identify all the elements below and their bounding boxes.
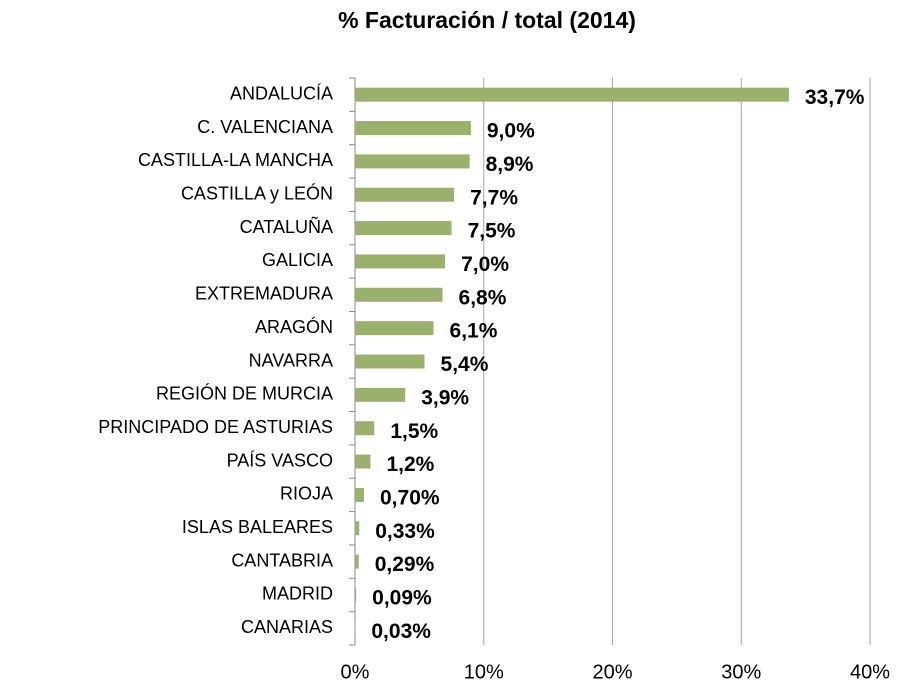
value-label: 1,5% <box>390 420 438 443</box>
value-label: 6,1% <box>450 320 498 343</box>
value-label: 3,9% <box>421 386 469 409</box>
bar <box>355 521 360 536</box>
value-label: 0,29% <box>375 553 435 576</box>
y-tick-label: GALICIA <box>262 250 333 270</box>
x-tick-label: 10% <box>464 661 504 683</box>
y-tick-label: C. VALENCIANA <box>197 117 333 137</box>
y-tick-label: REGIÓN DE MURCIA <box>156 383 333 404</box>
y-tick-label: CASTILLA-LA MANCHA <box>138 150 333 170</box>
x-tick-label: 30% <box>721 661 761 683</box>
y-tick-label: CATALUÑA <box>240 216 333 237</box>
x-tick-label: 40% <box>850 661 890 683</box>
bar <box>355 321 434 336</box>
bar <box>355 587 357 602</box>
bar <box>355 421 375 436</box>
y-tick-label: ISLAS BALEARES <box>182 517 333 537</box>
bar <box>355 121 471 136</box>
x-tick-label: 0% <box>341 661 370 683</box>
value-label: 7,7% <box>470 186 518 209</box>
bar <box>355 487 365 502</box>
y-tick-label: CANTABRIA <box>231 550 333 570</box>
value-label: 5,4% <box>441 353 489 376</box>
y-tick-label: CASTILLA y LEÓN <box>181 182 333 203</box>
bar <box>355 354 425 369</box>
value-label: 33,7% <box>805 86 865 109</box>
x-tick-label: 20% <box>592 661 632 683</box>
y-tick-label: NAVARRA <box>249 350 333 370</box>
bar <box>355 87 789 102</box>
y-tick-label: PRINCIPADO DE ASTURIAS <box>98 417 333 437</box>
bar <box>355 221 452 236</box>
value-label: 0,70% <box>380 486 440 509</box>
bar <box>355 554 359 569</box>
bar <box>355 287 443 302</box>
bar <box>355 154 470 169</box>
bar <box>355 254 446 269</box>
y-tick-label: CANARIAS <box>241 617 333 637</box>
value-label: 0,33% <box>375 520 435 543</box>
value-label: 0,09% <box>372 587 432 610</box>
value-label: 0,03% <box>371 620 431 643</box>
bar <box>355 387 406 402</box>
value-label: 7,5% <box>468 220 516 243</box>
y-tick-label: ARAGÓN <box>255 316 333 337</box>
value-label: 1,2% <box>386 453 434 476</box>
value-label: 8,9% <box>486 153 534 176</box>
value-label: 9,0% <box>487 120 535 143</box>
value-label: 7,0% <box>461 253 509 276</box>
y-tick-label: RIOJA <box>280 484 333 504</box>
y-tick-label: EXTREMADURA <box>195 284 333 304</box>
y-tick-label: MADRID <box>262 584 333 604</box>
bar <box>355 187 455 202</box>
y-tick-label: PAÍS VASCO <box>227 450 333 470</box>
bar <box>355 454 371 469</box>
value-label: 6,8% <box>459 286 507 309</box>
y-tick-label: ANDALUCÍA <box>230 83 333 103</box>
chart-title: % Facturación / total (2014) <box>338 7 636 33</box>
